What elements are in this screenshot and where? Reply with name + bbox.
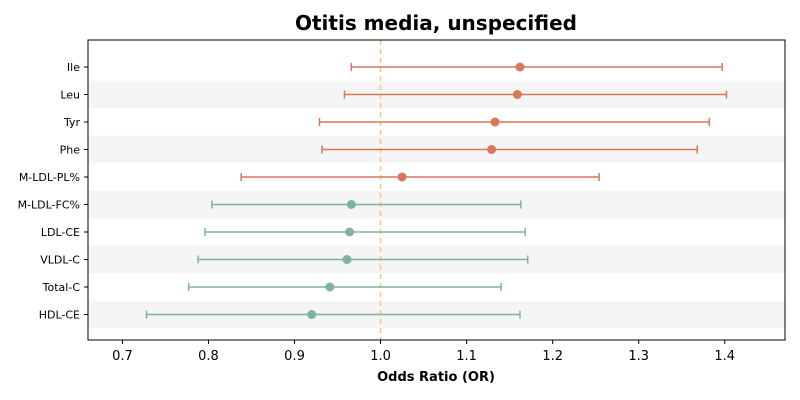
y-tick-label: M-LDL-PL% [19,171,80,184]
y-tick-label: Total-C [42,281,81,294]
x-tick-label: 0.7 [112,349,133,364]
x-tick-label: 1.0 [370,349,391,364]
odds-ratio-point [342,255,352,264]
odds-ratio-point [512,90,522,99]
odds-ratio-point [487,145,497,154]
odds-ratio-point [345,227,355,237]
chart-title: Otitis media, unspecified [295,11,577,35]
x-tick-label: 0.9 [284,349,305,364]
y-tick-label: Leu [60,89,80,102]
x-axis: 0.7 0.8 0.9 1.0 1.1 1.2 1.3 1.4 [112,340,735,364]
x-tick-label: 1.4 [714,349,735,364]
forest-row [204,227,526,237]
y-tick-label: HDL-CE [39,309,80,322]
odds-ratio-point [325,282,335,292]
forest-row [211,200,522,209]
x-tick-label: 1.1 [456,349,477,364]
plot-frame [87,39,786,341]
forest-row [318,117,711,127]
y-tick-label: VLDL-C [40,254,80,267]
odds-ratio-point [307,310,317,319]
x-axis-label: Odds Ratio (OR) [377,370,495,385]
y-tick-label: LDL-CE [41,226,80,239]
x-tick-label: 0.8 [198,349,219,364]
forest-row [343,90,728,99]
y-axis: Ile Leu Tyr Phe M-LDL-PL% M-LDL-FC% LDL-CE VLDL… [18,61,88,322]
forest-row [321,145,698,154]
data-marks [145,62,728,319]
odds-ratio-point [346,200,356,209]
x-tick-label: 1.2 [542,349,563,364]
odds-ratio-point [515,62,525,72]
forest-row [187,282,502,292]
y-tick-label: Tyr [63,116,81,129]
y-tick-label: M-LDL-FC% [18,199,80,212]
odds-ratio-point [490,117,500,127]
forest-row [350,62,723,72]
forest-row [197,255,529,264]
forest-row [145,310,521,319]
x-tick-label: 1.3 [628,349,649,364]
forest-row [240,172,600,182]
odds-ratio-point [397,172,407,182]
y-tick-label: Phe [60,144,81,157]
y-tick-label: Ile [67,61,80,74]
